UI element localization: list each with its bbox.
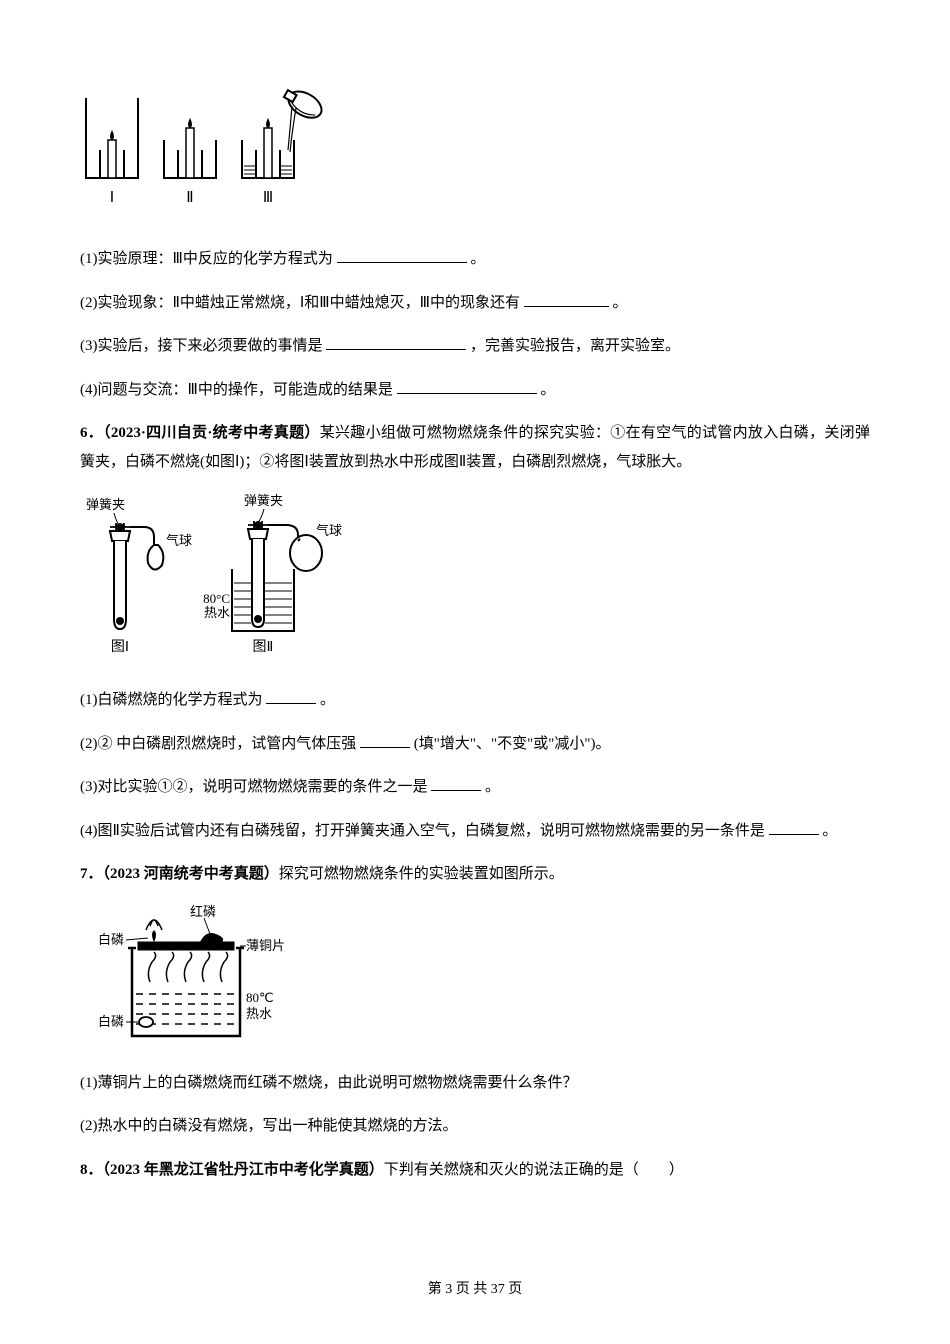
q5-line4: (4)问题与交流：Ⅲ中的操作，可能造成的结果是 。 <box>80 376 870 405</box>
q7-src: 2023 河南统考中考真题 <box>110 866 264 882</box>
q6-heading: 6．（2023·四川自贡·统考中考真题）某兴趣小组做可燃物燃烧条件的探究实验：①… <box>80 419 870 476</box>
q7-line1: (1)薄铜片上的白磷燃烧而红磷不燃烧，由此说明可燃物燃烧需要什么条件？ <box>80 1069 870 1098</box>
q7-heading: 7．（2023 河南统考中考真题）探究可燃物燃烧条件的实验装置如图所示。 <box>80 860 870 889</box>
candle-group-3: Ⅲ <box>242 84 326 206</box>
q8-num: 8．（ <box>80 1162 110 1178</box>
figure-candles: Ⅰ Ⅱ <box>80 80 870 230</box>
q6-temp-label: 80°C <box>203 591 230 606</box>
q5-blank2[interactable] <box>524 291 609 307</box>
q5-l4-post: 。 <box>540 382 555 398</box>
q7-line2: (2)热水中的白磷没有燃烧，写出一种能使其燃烧的方法。 <box>80 1112 870 1141</box>
q5-line3: (3)实验后，接下来必须要做的事情是 ，完善实验报告，离开实验室。 <box>80 332 870 361</box>
q5-line2: (2)实验现象：Ⅱ中蜡烛正常燃烧，Ⅰ和Ⅲ中蜡烛熄灭，Ⅲ中的现象还有 。 <box>80 289 870 318</box>
label-3: Ⅲ <box>263 190 273 206</box>
q6-src-close: ） <box>304 425 319 441</box>
q6-fig1: 弹簧夹 气球 <box>86 497 192 655</box>
q8-src-close: ） <box>369 1162 384 1178</box>
candles-svg: Ⅰ Ⅱ <box>80 80 360 230</box>
label-1: Ⅰ <box>110 190 114 206</box>
label-2: Ⅱ <box>186 190 193 206</box>
q5-l3-mid: ，完善实验报告，离开实验室。 <box>470 338 680 354</box>
q7-svg: 红磷 白磷 薄铜片 80℃ 热水 白磷 <box>80 904 300 1054</box>
q5-blank3[interactable] <box>326 334 466 350</box>
q5-l1-post: 。 <box>470 251 485 267</box>
q7-redp-label: 红磷 <box>190 904 216 919</box>
q6-blank1[interactable] <box>266 688 316 704</box>
q6-blank4[interactable] <box>769 819 819 835</box>
q7-body: 探究可燃物燃烧条件的实验装置如图所示。 <box>279 866 564 882</box>
q6-balloon-label-1: 气球 <box>166 533 192 548</box>
q8-heading: 8．（2023 年黑龙江省牡丹江市中考化学真题）下判有关燃烧和灭火的说法正确的是… <box>80 1156 870 1185</box>
q5-l2-pre: (2)实验现象：Ⅱ中蜡烛正常燃烧，Ⅰ和Ⅲ中蜡烛熄灭，Ⅲ中的现象还有 <box>80 295 520 311</box>
figure-q6: 弹簧夹 气球 <box>80 491 870 671</box>
q6-l1-pre: (1)白磷燃烧的化学方程式为 <box>80 692 263 708</box>
q6-balloon-label-2: 气球 <box>316 523 342 538</box>
q6-fig2-label: 图Ⅱ <box>253 640 274 655</box>
q7-num: 7．（ <box>80 866 110 882</box>
q5-blank4[interactable] <box>397 378 537 394</box>
q6-blank3[interactable] <box>431 775 481 791</box>
q6-line4: (4)图Ⅱ实验后试管内还有白磷残留，打开弹簧夹通入空气，白磷复燃，说明可燃物燃烧… <box>80 817 870 846</box>
q6-fig1-label: 图Ⅰ <box>111 640 129 655</box>
q6-water-label: 热水 <box>204 605 230 620</box>
q5-l4-pre: (4)问题与交流：Ⅲ中的操作，可能造成的结果是 <box>80 382 393 398</box>
q6-line3: (3)对比实验①②，说明可燃物燃烧需要的条件之一是 。 <box>80 773 870 802</box>
q6-blank2[interactable] <box>360 732 410 748</box>
q6-num: 6．（ <box>80 425 111 441</box>
q5-blank1[interactable] <box>337 247 467 263</box>
q6-l4-post: 。 <box>822 823 837 839</box>
q6-line1: (1)白磷燃烧的化学方程式为 。 <box>80 686 870 715</box>
q5-l3-pre: (3)实验后，接下来必须要做的事情是 <box>80 338 323 354</box>
q8-src: 2023 年黑龙江省牡丹江市中考化学真题 <box>110 1162 369 1178</box>
q7-temp-label: 80℃ <box>246 990 274 1005</box>
q5-line1: (1)实验原理：Ⅲ中反应的化学方程式为 。 <box>80 245 870 274</box>
q5-l2-post: 。 <box>612 295 627 311</box>
q6-l3-pre: (3)对比实验①②，说明可燃物燃烧需要的条件之一是 <box>80 779 428 795</box>
q6-l3-post: 。 <box>485 779 500 795</box>
q7-whitep-top-label: 白磷 <box>98 932 124 947</box>
q7-whitep-bottom-label: 白磷 <box>98 1014 124 1029</box>
q5-l1-pre: (1)实验原理：Ⅲ中反应的化学方程式为 <box>80 251 333 267</box>
q6-fig2: 弹簧夹 气球 <box>203 493 342 655</box>
q8-body: 下判有关燃烧和灭火的说法正确的是（ ） <box>384 1162 684 1178</box>
q6-svg: 弹簧夹 气球 <box>80 491 360 671</box>
q6-line2: (2)② 中白磷剧烈燃烧时，试管内气体压强 (填"增大"、"不变"或"减小")。 <box>80 730 870 759</box>
q7-water-label: 热水 <box>246 1006 272 1021</box>
figure-q7: 红磷 白磷 薄铜片 80℃ 热水 白磷 <box>80 904 870 1054</box>
candle-group-2: Ⅱ <box>164 118 216 206</box>
q6-l2-post: (填"增大"、"不变"或"减小")。 <box>414 736 611 752</box>
candle-group-1: Ⅰ <box>86 98 138 206</box>
q6-clip-label-2: 弹簧夹 <box>244 493 283 508</box>
q6-l4-pre: (4)图Ⅱ实验后试管内还有白磷残留，打开弹簧夹通入空气，白磷复燃，说明可燃物燃烧… <box>80 823 765 839</box>
q7-copper-label: 薄铜片 <box>246 938 285 953</box>
q6-l2-pre: (2)② 中白磷剧烈燃烧时，试管内气体压强 <box>80 736 356 752</box>
q6-clip-label-1: 弹簧夹 <box>86 497 125 512</box>
q6-l1-post: 。 <box>320 692 335 708</box>
page-footer: 第 3 页 共 37 页 <box>0 1277 950 1304</box>
q7-src-close: ） <box>264 866 279 882</box>
q6-src: 2023·四川自贡·统考中考真题 <box>111 425 305 441</box>
